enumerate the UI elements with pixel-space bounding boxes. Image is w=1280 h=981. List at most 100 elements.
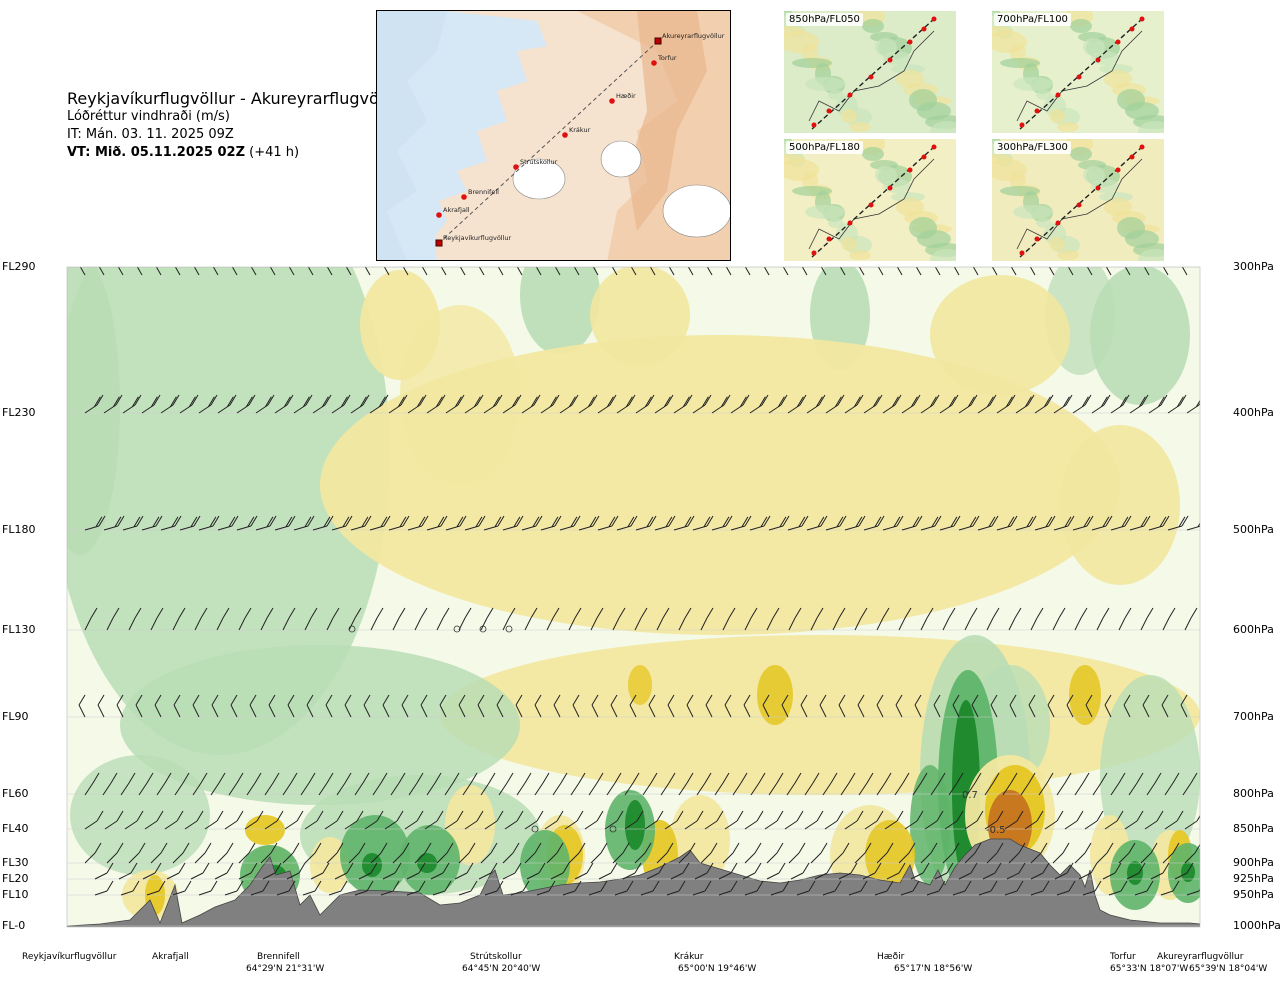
wind-barb xyxy=(1144,810,1164,830)
updraft-zone xyxy=(67,267,390,755)
wind-barb xyxy=(426,394,446,414)
calm-wind-marker xyxy=(609,825,617,833)
wind-barb xyxy=(1129,394,1149,414)
wind-barb xyxy=(390,772,406,796)
wind-barb xyxy=(502,515,524,531)
calm-wind-marker xyxy=(453,625,461,633)
wind-barb xyxy=(1110,394,1130,414)
wind-barb xyxy=(924,810,944,830)
wind-barb xyxy=(1082,880,1102,896)
wind-barb xyxy=(781,694,789,718)
wind-barb xyxy=(915,267,922,276)
wind-barb xyxy=(876,694,884,718)
wind-barb xyxy=(421,267,428,276)
wind-barb xyxy=(1078,862,1098,880)
pressure-level-label: 400hPa xyxy=(1233,406,1274,419)
wind-barb xyxy=(1085,694,1093,718)
wind-barb xyxy=(250,267,257,276)
wind-barb xyxy=(524,607,538,631)
wind-barb xyxy=(704,810,724,830)
updraft-zone xyxy=(120,645,520,805)
wind-barb xyxy=(293,394,313,414)
wind-barb xyxy=(977,394,997,414)
wind-barb xyxy=(635,394,655,414)
wind-barb xyxy=(534,772,550,796)
map-waypoint-marker xyxy=(609,98,615,104)
wind-barb xyxy=(164,810,184,830)
wind-barb xyxy=(1091,515,1113,531)
pressure-level-label: 500hPa xyxy=(1233,523,1274,536)
wind-barb xyxy=(711,394,731,414)
wind-barb xyxy=(584,810,604,830)
wind-barb xyxy=(193,267,200,276)
wind-barb xyxy=(350,515,372,531)
wind-barb xyxy=(1162,842,1180,864)
wind-barb xyxy=(464,515,486,531)
wind-barb xyxy=(1006,862,1026,880)
wind-barb xyxy=(788,842,806,864)
wind-barb xyxy=(550,862,570,880)
wind-barb xyxy=(598,862,618,880)
wind-barb xyxy=(269,267,276,276)
wind-barb xyxy=(964,810,984,830)
wind-barb xyxy=(124,810,144,830)
wind-barb xyxy=(1038,772,1054,796)
wind-barb xyxy=(673,394,693,414)
wind-barb xyxy=(141,515,163,531)
wind-barb xyxy=(800,694,808,718)
wind-barb xyxy=(806,394,826,414)
downdraft-zone xyxy=(628,665,652,705)
thumbnail-level-label: 700hPa/FL100 xyxy=(994,13,1071,26)
wind-barb xyxy=(901,394,921,414)
wind-barb xyxy=(858,267,865,276)
terrain-profile xyxy=(67,838,1200,927)
wind-barb xyxy=(454,862,474,880)
wind-barb xyxy=(484,810,504,830)
wind-barb xyxy=(1024,810,1044,830)
wind-barb xyxy=(496,694,504,718)
wind-barb xyxy=(122,515,144,531)
wind-barb xyxy=(480,842,498,864)
wind-barb xyxy=(326,607,340,631)
wind-barb xyxy=(1091,394,1111,414)
wind-barb xyxy=(480,607,494,631)
wind-barb xyxy=(966,772,982,796)
wind-barb xyxy=(939,394,959,414)
wind-barb xyxy=(744,842,762,864)
wind-barb xyxy=(1034,394,1054,414)
wind-barb xyxy=(464,394,484,414)
wind-barb xyxy=(104,810,124,830)
wind-barb xyxy=(634,842,652,864)
wind-barb xyxy=(810,607,824,631)
parameter-label: Lóðréttur vindhraði (m/s) xyxy=(67,109,230,124)
wind-barb xyxy=(648,694,656,718)
wind-barb xyxy=(216,842,234,864)
wind-barb xyxy=(788,607,802,631)
wind-barb xyxy=(930,772,946,796)
wind-barb xyxy=(524,842,542,864)
wind-barb xyxy=(331,515,353,531)
wind-barb xyxy=(198,394,218,414)
wind-barb xyxy=(667,694,675,718)
wind-barb xyxy=(1124,267,1131,276)
valid-time-label: VT: Mið. 05.11.2025 02Z xyxy=(67,145,246,160)
calm-wind-marker xyxy=(531,825,539,833)
wind-barb xyxy=(1105,267,1112,276)
wind-barb xyxy=(502,394,522,414)
wind-barb xyxy=(190,862,210,880)
wind-barb xyxy=(624,810,644,830)
wind-barb xyxy=(884,810,904,830)
wind-barb xyxy=(768,515,790,531)
flight-level-label: FL10 xyxy=(2,888,29,901)
wind-barb xyxy=(1009,694,1017,718)
wind-barb xyxy=(325,694,333,718)
wind-barb xyxy=(678,842,696,864)
wind-barb xyxy=(554,267,561,276)
wind-barb xyxy=(1029,267,1036,276)
wind-barb xyxy=(483,515,505,531)
wind-barb xyxy=(1030,607,1044,631)
wind-barb xyxy=(312,394,332,414)
downdraft-zone xyxy=(245,815,285,845)
wind-barb xyxy=(84,772,100,796)
wind-barb xyxy=(882,394,902,414)
